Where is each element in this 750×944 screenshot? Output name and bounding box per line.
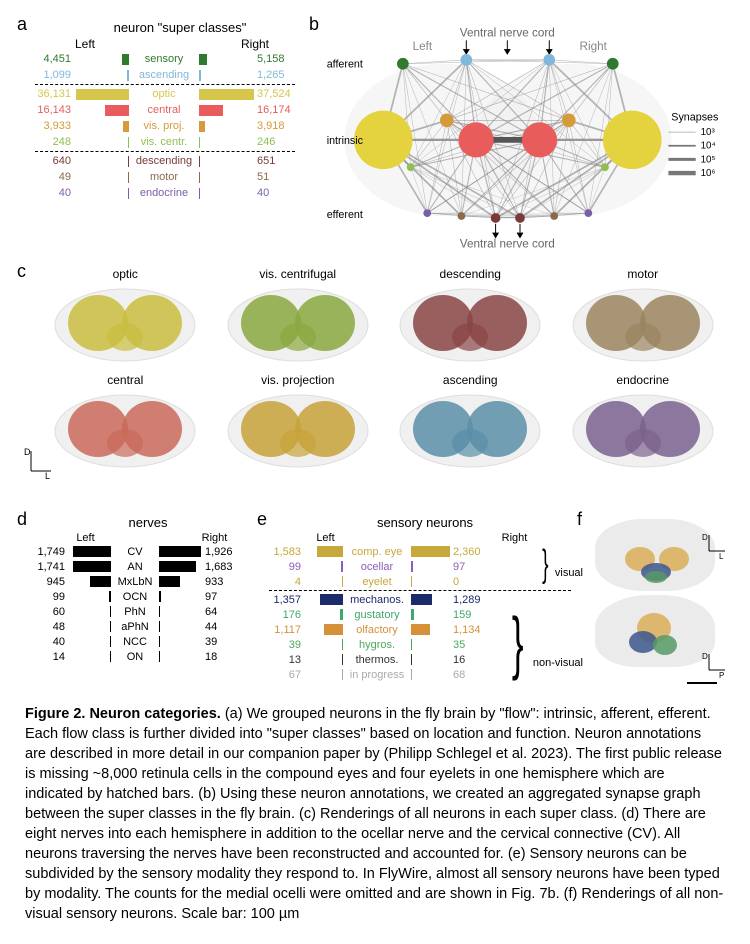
pe-side-nonvisual: } non-visual xyxy=(506,625,583,669)
pd-row: 14ON18 xyxy=(25,649,255,664)
svg-text:10⁶: 10⁶ xyxy=(701,168,716,179)
pa-head-right: Right xyxy=(205,37,305,51)
pf-render-1 xyxy=(595,519,715,591)
svg-text:10³: 10³ xyxy=(701,127,716,138)
svg-text:10⁴: 10⁴ xyxy=(701,141,716,152)
svg-text:D: D xyxy=(702,533,708,542)
panel-d-rows: 1,749CV1,9261,741AN1,683945MxLbN93399OCN… xyxy=(25,544,255,664)
pc-item: motor xyxy=(561,267,726,365)
panel-a-head: Left Right xyxy=(35,37,305,51)
panel-c-label: c xyxy=(17,261,26,282)
pd-row: 40NCC39 xyxy=(25,634,255,649)
svg-text:D: D xyxy=(702,652,708,661)
pb-side-efferent: efferent xyxy=(327,209,363,221)
panel-e-label: e xyxy=(257,509,267,530)
svg-text:L: L xyxy=(719,552,724,559)
panel-f-label: f xyxy=(577,509,582,530)
pe-row: 1,583comp. eye2,360 xyxy=(265,544,575,559)
pb-legend-title: Synapses xyxy=(671,111,718,123)
pb-side-afferent: afferent xyxy=(327,59,363,71)
svg-text:D: D xyxy=(24,447,31,457)
svg-text:P: P xyxy=(719,671,724,678)
pd-head-right: Right xyxy=(174,532,255,544)
pb-legend: 10³ 10⁴ 10⁵ 10⁶ xyxy=(668,127,715,179)
pa-row: 1,099ascending1,265 xyxy=(25,67,305,83)
pd-row: 99OCN97 xyxy=(25,589,255,604)
pf-axes-2: D P xyxy=(701,652,727,678)
pa-head-left: Left xyxy=(35,37,135,51)
pb-side-intrinsic: intrinsic xyxy=(327,135,364,147)
pd-row: 60PhN64 xyxy=(25,604,255,619)
figure-2: a neuron "super classes" Left Right 4,45… xyxy=(25,20,725,924)
pf-axes-1: D L xyxy=(701,533,727,559)
pc-item: endocrine xyxy=(561,373,726,471)
figure-caption: Figure 2. Neuron categories. (a) We grou… xyxy=(25,704,725,924)
caption-bold: Figure 2. Neuron categories. xyxy=(25,706,221,722)
panel-e-head: Left Right xyxy=(265,532,575,544)
pd-row: 945MxLbN933 xyxy=(25,574,255,589)
pa-row: 3,933vis. proj.3,918 xyxy=(25,118,305,134)
pc-item: ascending xyxy=(388,373,553,471)
panel-a-label: a xyxy=(17,14,27,35)
pb-right-label: Right xyxy=(580,40,608,53)
panel-b: b Ventral nerve cord Left Right xyxy=(315,20,725,253)
pe-head-right: Right xyxy=(454,532,575,544)
pe-head-left: Left xyxy=(265,532,386,544)
pd-head-left: Left xyxy=(45,532,126,544)
panel-a-rows: 4,451sensory5,1581,099ascending1,265 36,1… xyxy=(25,51,305,201)
panel-a-title: neuron "super classes" xyxy=(55,20,305,35)
pa-row: 16,143central16,174 xyxy=(25,102,305,118)
pb-top-label: Ventral nerve cord xyxy=(460,26,555,39)
pf-render-2 xyxy=(595,595,715,667)
panel-e: e sensory neurons Left Right 1,583comp. … xyxy=(265,515,575,682)
svg-text:10⁵: 10⁵ xyxy=(701,154,716,165)
pc-item: vis. projection xyxy=(216,373,381,471)
pa-row: 4,451sensory5,158 xyxy=(25,51,305,67)
pa-row: 49motor51 xyxy=(25,169,305,185)
pe-row: 67in progress68 xyxy=(265,667,575,682)
pe-row: 1,357mechanos.1,289 xyxy=(265,592,575,607)
pe-row: 176gustatory159 xyxy=(265,607,575,622)
panel-c-grid: opticvis. centrifugaldescendingmotor cent… xyxy=(43,267,725,471)
pf-scalebar xyxy=(687,682,717,684)
pb-top-arrows xyxy=(463,40,552,54)
pc-item: central xyxy=(43,373,208,471)
pa-row: 640descending651 xyxy=(25,153,305,169)
panel-f: f D L D P xyxy=(585,515,725,682)
panel-d: d nerves Left Right 1,749CV1,9261,741AN1… xyxy=(25,515,255,682)
pa-row: 36,131optic37,524 xyxy=(25,86,305,102)
row-mid: d nerves Left Right 1,749CV1,9261,741AN1… xyxy=(25,515,725,682)
panel-d-label: d xyxy=(17,509,27,530)
panel-c: c opticvis. centrifugaldescendingmotorce… xyxy=(25,267,725,487)
pd-row: 1,741AN1,683 xyxy=(25,559,255,574)
panel-b-graph: Ventral nerve cord Left Right xyxy=(315,20,725,250)
pc-item: vis. centrifugal xyxy=(216,267,381,365)
panel-b-label: b xyxy=(309,14,319,35)
pb-bottom-label: Ventral nerve cord xyxy=(460,237,555,250)
panel-d-head: Left Right xyxy=(45,532,255,544)
pc-item: descending xyxy=(388,267,553,365)
pe-row: 99ocellar97 xyxy=(265,559,575,574)
pa-row: 248vis. centr.246 xyxy=(25,134,305,150)
pd-row: 1,749CV1,926 xyxy=(25,544,255,559)
pb-bottom-arrows xyxy=(493,224,523,238)
caption-text: (a) We grouped neurons in the fly brain … xyxy=(25,706,723,922)
panel-e-title: sensory neurons xyxy=(275,515,575,530)
pe-side-visual: } visual xyxy=(539,555,583,579)
panel-c-axes: D L xyxy=(21,447,53,479)
pe-row: 4eyelet0 xyxy=(265,574,575,589)
pb-left-label: Left xyxy=(413,40,433,53)
pd-row: 48aPhN44 xyxy=(25,619,255,634)
pc-item: optic xyxy=(43,267,208,365)
panel-a: a neuron "super classes" Left Right 4,45… xyxy=(25,20,305,253)
row-top: a neuron "super classes" Left Right 4,45… xyxy=(25,20,725,253)
pa-row: 40endocrine40 xyxy=(25,185,305,201)
svg-text:L: L xyxy=(45,471,50,479)
panel-d-title: nerves xyxy=(41,515,255,530)
